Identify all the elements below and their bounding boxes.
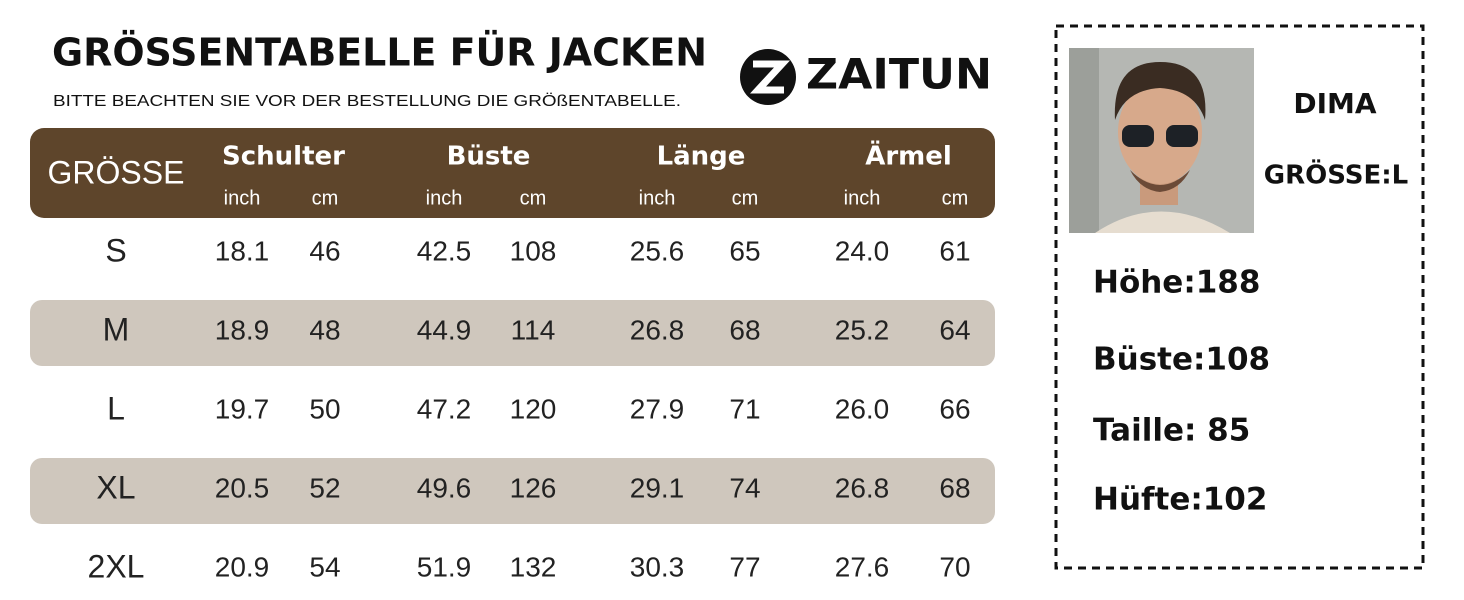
model-photo (1069, 48, 1254, 233)
value-cell: 61 (939, 235, 970, 266)
value-cell: 27.6 (835, 551, 890, 582)
value-cell: 71 (729, 393, 760, 424)
value-cell: 29.1 (630, 472, 685, 503)
size-cell: L (107, 390, 125, 426)
model-name: DIMA (1293, 87, 1377, 120)
unit-header: cm (942, 187, 969, 209)
value-cell: 120 (510, 393, 557, 424)
size-header: GRÖSSE (48, 154, 185, 190)
measurement: Taille: 85 (1093, 413, 1250, 449)
unit-header: cm (732, 187, 759, 209)
value-cell: 126 (510, 472, 557, 503)
unit-header: inch (844, 187, 881, 209)
value-cell: 52 (309, 472, 340, 503)
value-cell: 108 (510, 235, 557, 266)
unit-header: inch (426, 187, 463, 209)
value-cell: 26.8 (835, 472, 890, 503)
measurement: Hüfte:102 (1093, 482, 1267, 518)
photo-hair (1114, 62, 1206, 120)
value-cell: 77 (729, 551, 760, 582)
value-cell: 18.1 (215, 235, 270, 266)
measurement: Höhe:188 (1093, 265, 1260, 301)
value-cell: 68 (729, 314, 760, 345)
logo: ZAITUN (740, 49, 992, 105)
size-cell: XL (96, 469, 135, 505)
photo-lens (1122, 125, 1154, 147)
value-cell: 64 (939, 314, 970, 345)
group-header: Ärmel (865, 140, 952, 172)
value-cell: 51.9 (417, 551, 472, 582)
group-header: Länge (657, 142, 746, 172)
unit-header: inch (224, 187, 261, 209)
table: Schulter inch cm Büste inch cm Länge inch cm Ärme… (30, 140, 995, 584)
value-cell: 114 (511, 314, 556, 345)
value-cell: 50 (309, 393, 340, 424)
value-cell: 68 (939, 472, 970, 503)
value-cell: 44.9 (417, 314, 472, 345)
measurement: Büste:108 (1093, 342, 1270, 378)
size-cell: 2XL (88, 548, 145, 584)
model-box (1054, 24, 1425, 570)
value-cell: 24.0 (835, 235, 890, 266)
value-cell: 65 (729, 235, 760, 266)
table-header-bg (30, 128, 995, 218)
unit-header: inch (639, 187, 676, 209)
photo-beard (1130, 170, 1190, 192)
value-cell: 49.6 (417, 472, 472, 503)
value-cell: 42.5 (417, 235, 472, 266)
value-cell: 26.8 (630, 314, 685, 345)
value-cell: 74 (729, 472, 760, 503)
value-cell: 47.2 (417, 393, 472, 424)
brand: ZAITUN (806, 50, 992, 99)
size-cell: M (103, 311, 130, 347)
value-cell: 18.9 (215, 314, 270, 345)
model-size: GRÖSSE:L (1264, 158, 1408, 191)
row-band (30, 458, 995, 524)
value-cell: 20.9 (215, 551, 270, 582)
photo-lens (1166, 125, 1198, 147)
photo-face (1118, 80, 1202, 184)
value-cell: 25.2 (835, 314, 890, 345)
photo-shirt (1095, 211, 1230, 233)
value-cell: 48 (309, 314, 340, 345)
title: GRÖSSENTABELLE FÜR JACKEN (52, 31, 707, 75)
unit-header: cm (312, 187, 339, 209)
row-band (30, 300, 995, 366)
group-header: Büste (447, 142, 531, 172)
photo-wall (1069, 48, 1099, 233)
size-cell: S (105, 232, 126, 268)
measurements: Höhe:188 Büste:108 Taille: 85 Hüfte:102 (1093, 265, 1270, 518)
unit-header: cm (520, 187, 547, 209)
subtitle: BITTE BEACHTEN SIE VOR DER BESTELLUNG DI… (53, 92, 681, 110)
value-cell: 20.5 (215, 472, 270, 503)
value-cell: 25.6 (630, 235, 685, 266)
value-cell: 27.9 (630, 393, 685, 424)
logo-z (750, 60, 790, 94)
value-cell: 132 (510, 551, 557, 582)
value-cell: 30.3 (630, 551, 685, 582)
group-header: Schulter (222, 142, 345, 172)
value-cell: 70 (939, 551, 970, 582)
value-cell: 19.7 (215, 393, 270, 424)
value-cell: 26.0 (835, 393, 890, 424)
value-cell: 46 (309, 235, 340, 266)
value-cell: 66 (939, 393, 970, 424)
value-cell: 54 (309, 551, 340, 582)
